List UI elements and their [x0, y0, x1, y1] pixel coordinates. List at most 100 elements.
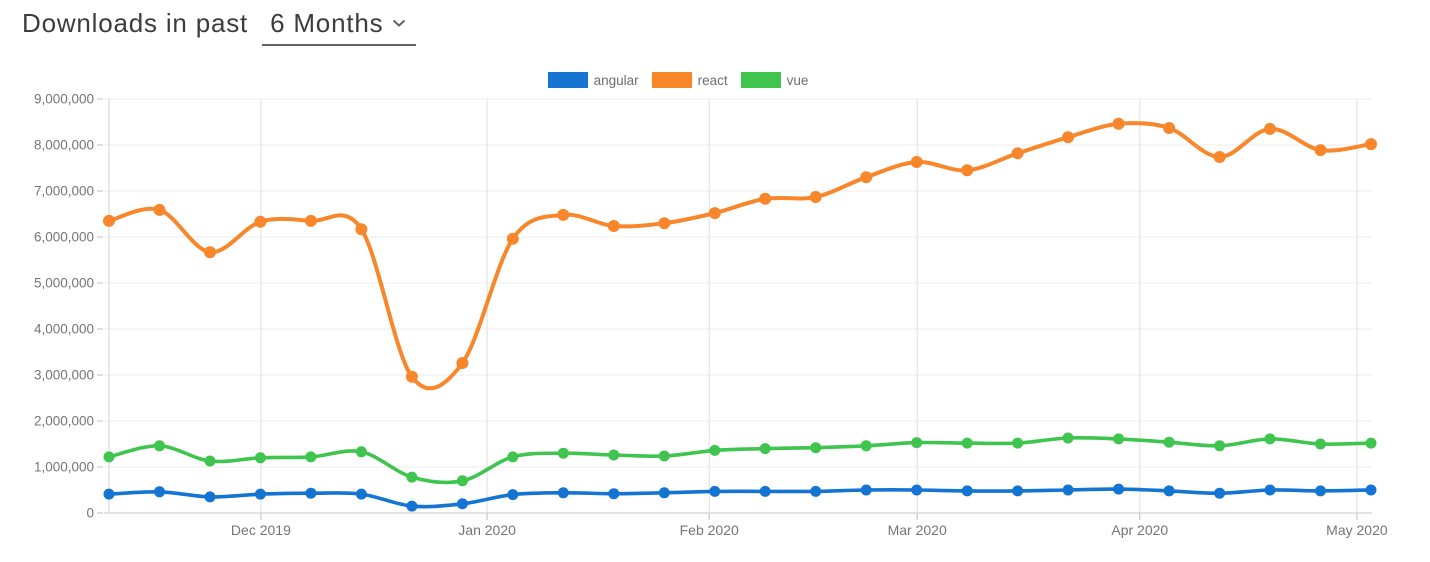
- data-point-vue[interactable]: [1264, 433, 1276, 445]
- data-point-vue[interactable]: [608, 449, 620, 461]
- data-point-react[interactable]: [103, 214, 115, 227]
- data-point-vue[interactable]: [1163, 436, 1175, 448]
- data-point-vue[interactable]: [1012, 437, 1024, 449]
- data-point-angular[interactable]: [507, 489, 519, 501]
- data-point-vue[interactable]: [759, 443, 771, 455]
- data-point-angular[interactable]: [1163, 485, 1175, 497]
- data-point-vue[interactable]: [810, 442, 822, 454]
- data-point-angular[interactable]: [355, 488, 367, 500]
- data-point-angular[interactable]: [911, 484, 923, 496]
- data-point-angular[interactable]: [1012, 485, 1024, 497]
- data-point-react[interactable]: [456, 357, 469, 369]
- data-point-react[interactable]: [405, 370, 418, 383]
- data-point-angular[interactable]: [658, 487, 670, 499]
- data-point-angular[interactable]: [1264, 484, 1276, 496]
- y-tick-label: 2,000,000: [34, 414, 94, 429]
- data-point-vue[interactable]: [911, 437, 923, 449]
- data-point-vue[interactable]: [1365, 437, 1377, 449]
- data-point-vue[interactable]: [557, 447, 569, 459]
- data-point-react[interactable]: [557, 208, 570, 221]
- data-point-react[interactable]: [304, 214, 317, 227]
- data-point-vue[interactable]: [103, 451, 115, 463]
- data-point-angular[interactable]: [406, 500, 418, 512]
- data-point-vue[interactable]: [305, 451, 317, 463]
- y-tick-label: 1,000,000: [34, 460, 94, 475]
- y-grid: [97, 98, 1372, 514]
- data-point-angular[interactable]: [810, 485, 822, 497]
- y-tick-label: 3,000,000: [34, 368, 94, 383]
- data-point-react[interactable]: [607, 220, 620, 232]
- data-point-react[interactable]: [910, 156, 923, 168]
- data-point-react[interactable]: [1314, 144, 1327, 157]
- data-point-vue[interactable]: [507, 451, 519, 463]
- data-point-react[interactable]: [1365, 138, 1377, 151]
- data-point-react[interactable]: [961, 164, 974, 177]
- data-point-angular[interactable]: [1315, 485, 1326, 497]
- data-point-vue[interactable]: [1113, 433, 1125, 445]
- data-point-vue[interactable]: [860, 440, 872, 452]
- data-point-react[interactable]: [153, 203, 166, 216]
- data-point-angular[interactable]: [961, 485, 973, 497]
- data-point-vue[interactable]: [254, 452, 266, 464]
- y-tick-label: 7,000,000: [34, 184, 94, 199]
- data-point-vue[interactable]: [709, 444, 721, 456]
- data-point-vue[interactable]: [1315, 438, 1326, 450]
- data-point-vue[interactable]: [204, 455, 216, 467]
- data-point-react[interactable]: [860, 171, 873, 184]
- x-grid: [108, 99, 1358, 520]
- data-point-react[interactable]: [355, 223, 368, 236]
- page-title: Downloads in past 6 Months: [22, 8, 417, 46]
- data-point-angular[interactable]: [557, 487, 569, 499]
- data-point-react[interactable]: [1264, 122, 1276, 135]
- series-angular: [103, 483, 1377, 512]
- data-point-vue[interactable]: [1062, 432, 1074, 444]
- data-point-react[interactable]: [1062, 131, 1075, 144]
- series-vue: [103, 432, 1377, 487]
- data-point-react[interactable]: [759, 192, 772, 205]
- data-point-angular[interactable]: [154, 486, 165, 498]
- x-tick-label: Apr 2020: [1111, 522, 1168, 538]
- data-point-vue[interactable]: [154, 440, 165, 452]
- page-title-text: Downloads in past: [22, 8, 249, 38]
- data-point-angular[interactable]: [204, 491, 216, 503]
- data-point-vue[interactable]: [456, 475, 468, 487]
- data-point-angular[interactable]: [1365, 484, 1377, 496]
- data-point-react[interactable]: [1112, 117, 1125, 130]
- data-point-vue[interactable]: [406, 471, 418, 483]
- y-tick-label: 8,000,000: [34, 138, 94, 153]
- data-point-angular[interactable]: [254, 488, 266, 500]
- data-point-vue[interactable]: [658, 450, 670, 462]
- data-point-angular[interactable]: [305, 487, 317, 499]
- data-point-react[interactable]: [658, 217, 671, 230]
- data-point-vue[interactable]: [1214, 440, 1226, 452]
- data-point-vue[interactable]: [961, 437, 973, 449]
- chevron-down-icon: [393, 19, 406, 27]
- data-point-angular[interactable]: [456, 498, 468, 510]
- data-point-react[interactable]: [708, 207, 721, 220]
- data-point-angular[interactable]: [709, 485, 721, 497]
- data-point-react[interactable]: [204, 246, 216, 259]
- x-axis-labels: Dec 2019 Jan 2020 Feb 2020 Mar 2020 Apr 2020…: [231, 522, 1388, 538]
- y-tick-label: 9,000,000: [34, 92, 94, 107]
- data-point-angular[interactable]: [759, 485, 771, 497]
- period-selector[interactable]: 6 Months: [262, 8, 417, 46]
- data-point-react[interactable]: [506, 232, 519, 245]
- data-point-react[interactable]: [809, 191, 822, 203]
- data-point-react[interactable]: [1011, 147, 1024, 160]
- x-tick-label: Mar 2020: [888, 522, 947, 538]
- data-point-vue[interactable]: [355, 446, 367, 458]
- y-axis-labels: 0 1,000,000 2,000,000 3,000,000 4,000,000 5,0…: [34, 92, 94, 521]
- data-point-react[interactable]: [1213, 151, 1226, 163]
- data-point-react[interactable]: [1163, 122, 1176, 134]
- data-point-angular[interactable]: [103, 488, 115, 500]
- data-point-react[interactable]: [254, 215, 267, 228]
- data-point-angular[interactable]: [608, 488, 620, 500]
- data-point-angular[interactable]: [1113, 483, 1125, 495]
- data-point-angular[interactable]: [1062, 484, 1074, 496]
- y-tick-label: 4,000,000: [34, 322, 94, 337]
- data-point-angular[interactable]: [860, 484, 872, 496]
- x-tick-label: May 2020: [1326, 522, 1388, 538]
- data-point-angular[interactable]: [1214, 487, 1226, 499]
